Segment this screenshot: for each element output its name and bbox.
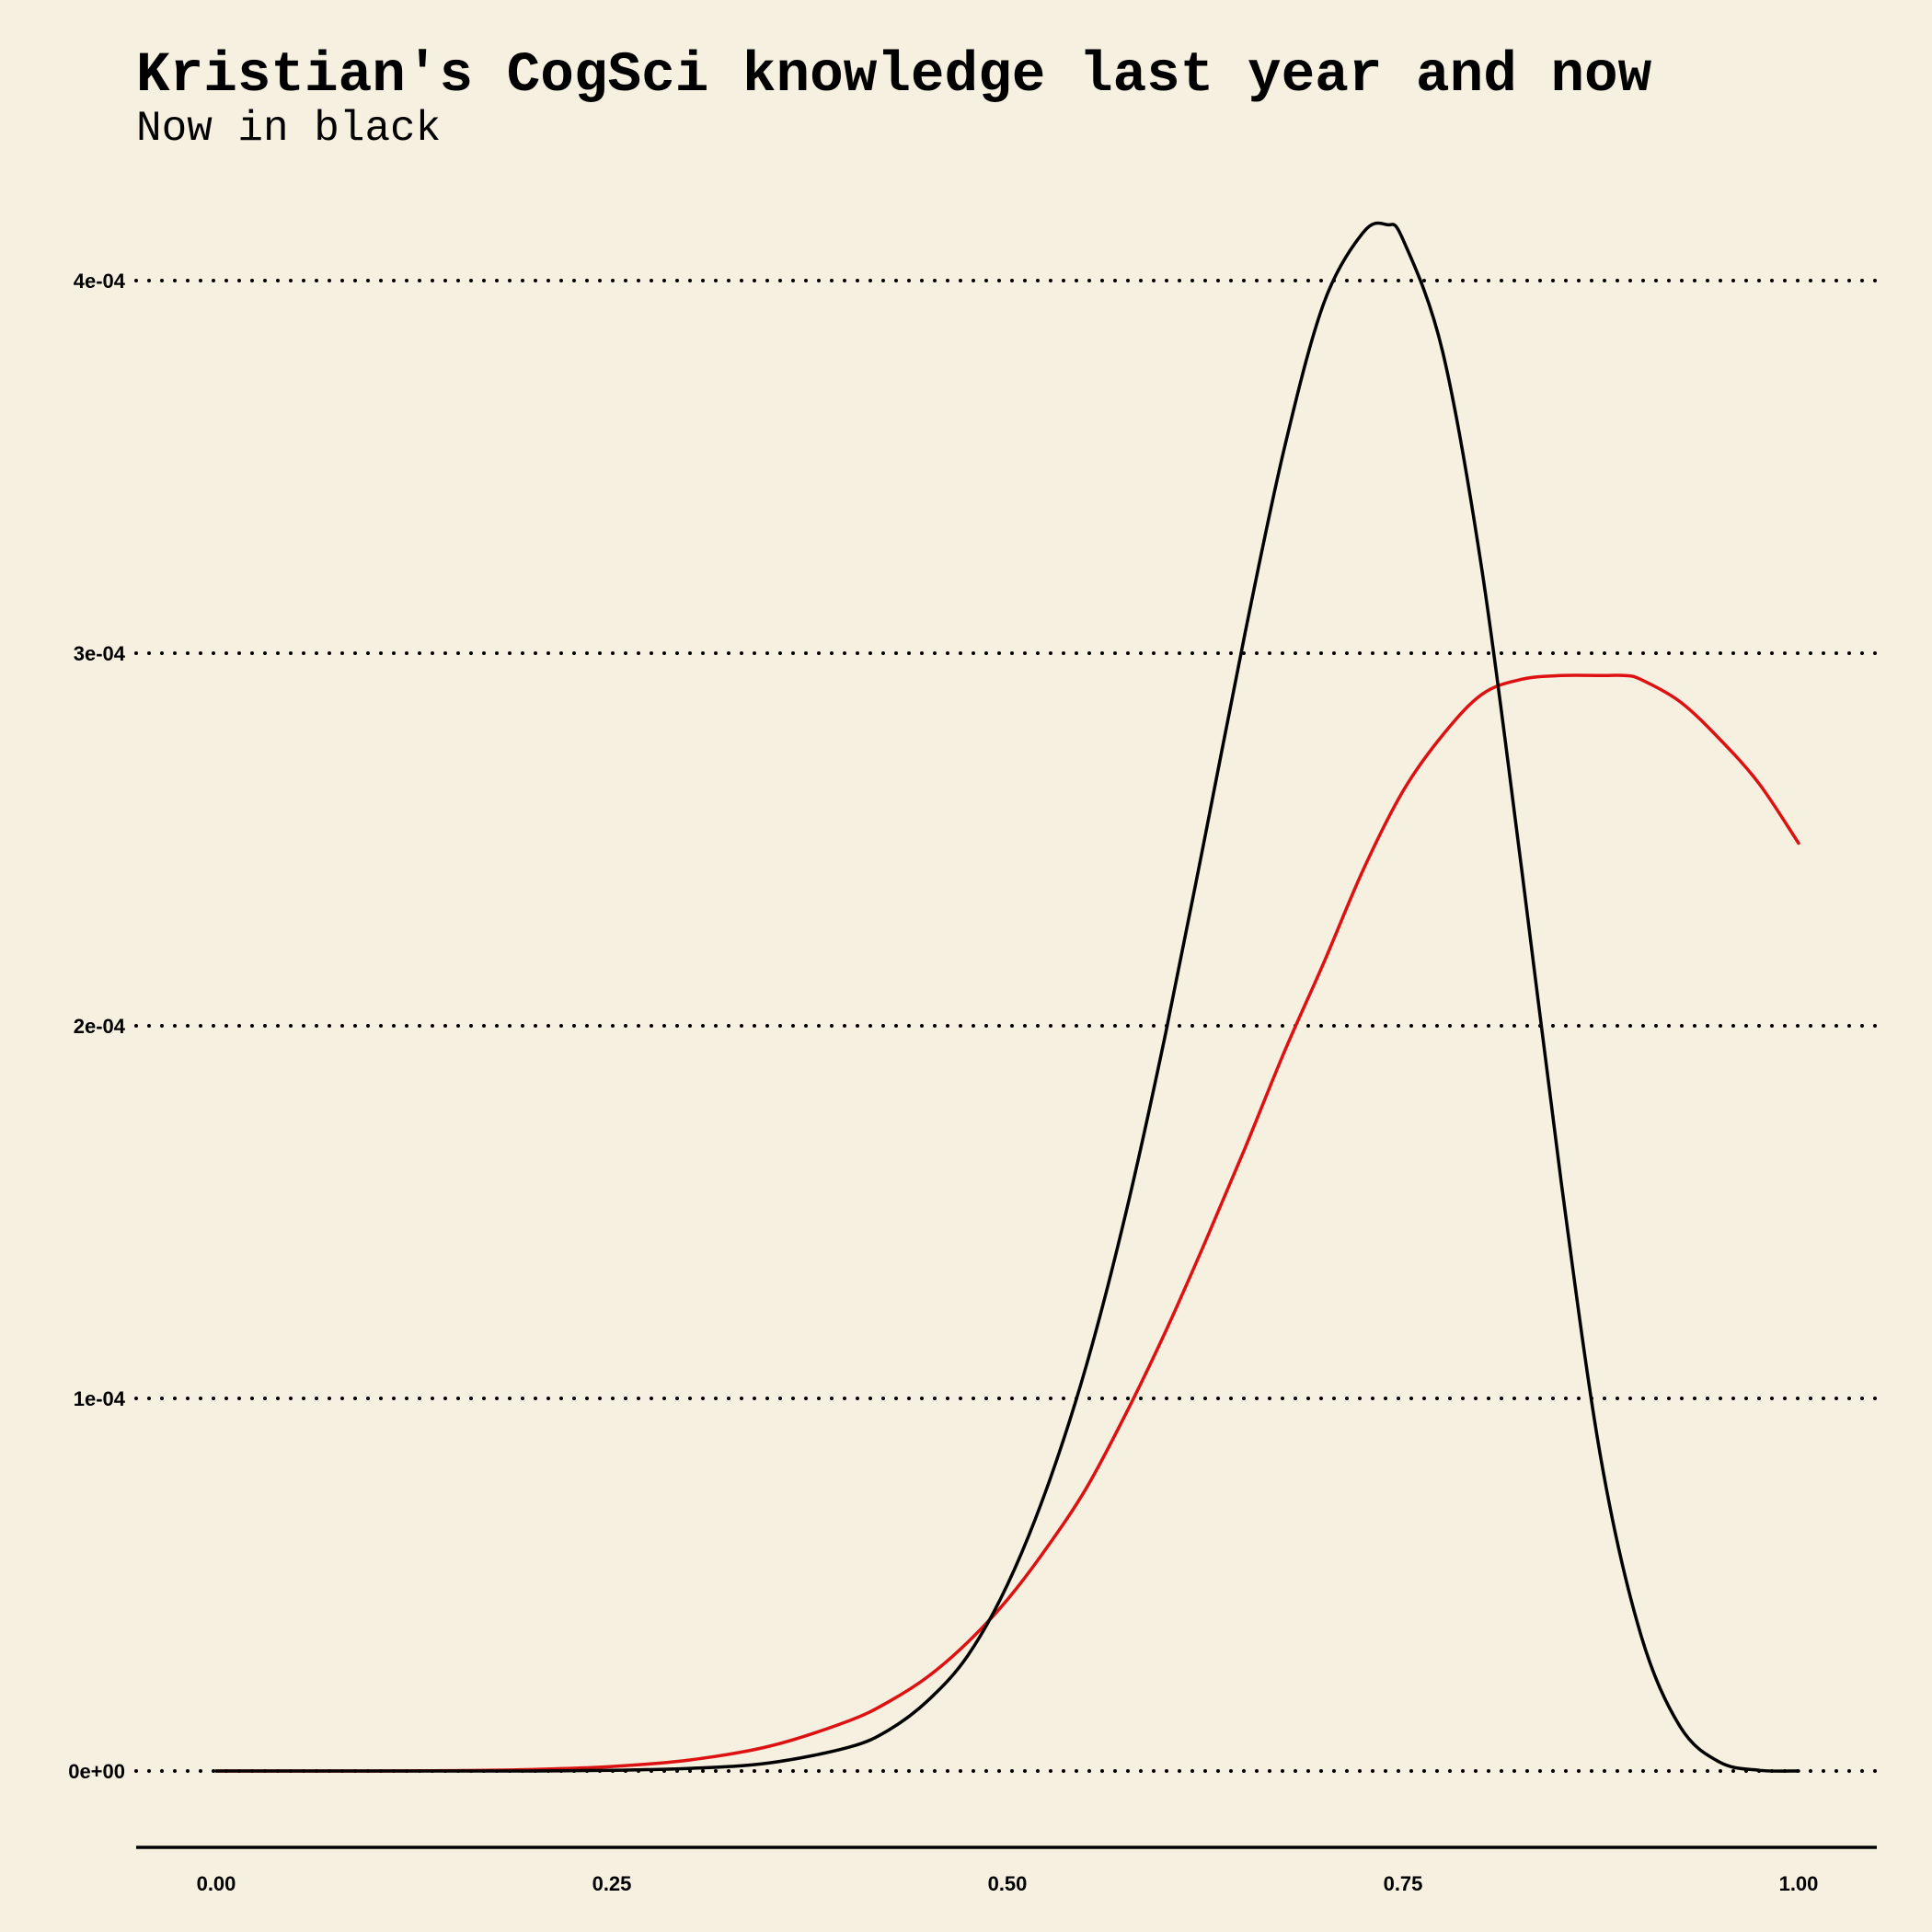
y-tick-label: 0e+00 <box>68 1760 125 1783</box>
x-tick-label: 0.25 <box>592 1872 632 1895</box>
y-axis-labels: 0e+00 1e-04 2e-04 3e-04 4e-04 <box>68 270 126 1783</box>
x-axis-labels: 0.00 0.25 0.50 0.75 1.00 <box>197 1872 1819 1895</box>
series-lines <box>214 221 1800 1773</box>
y-tick-label: 4e-04 <box>74 270 126 293</box>
x-tick-label: 0.50 <box>988 1872 1028 1895</box>
series-line-last-year <box>214 673 1800 1773</box>
x-tick-label: 1.00 <box>1779 1872 1819 1895</box>
x-tick-label: 0.00 <box>197 1872 236 1895</box>
y-tick-label: 2e-04 <box>74 1015 126 1038</box>
series-line-now <box>214 221 1800 1773</box>
y-tick-label: 3e-04 <box>74 642 126 665</box>
x-tick-label: 0.75 <box>1384 1872 1423 1895</box>
y-tick-label: 1e-04 <box>74 1387 126 1410</box>
chart-subtitle: Now in black <box>136 105 442 153</box>
chart-title: Kristian's CogSci knowledge last year an… <box>136 44 1652 108</box>
gridlines <box>134 279 1879 1773</box>
